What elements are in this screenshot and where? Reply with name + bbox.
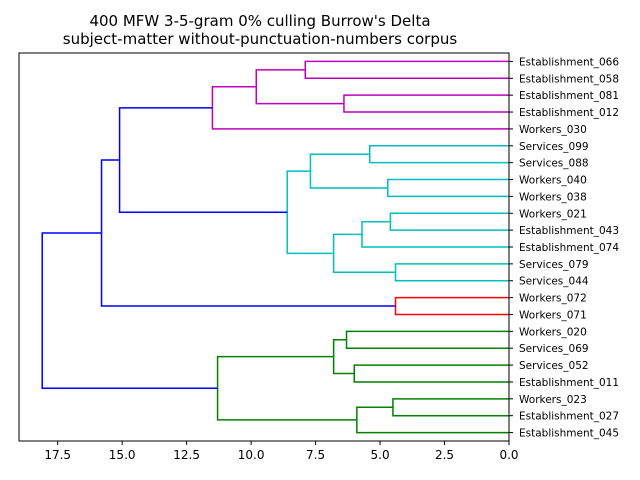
leaf-label: Services_044 <box>519 276 589 288</box>
dendrogram-link <box>387 178 509 198</box>
leaf-label: Establishment_027 <box>519 411 619 423</box>
dendrogram-link <box>356 406 509 434</box>
dendrogram-link <box>345 330 509 349</box>
dendrogram-links <box>41 60 509 434</box>
dendrogram-link <box>394 296 509 316</box>
dendrogram-link <box>255 69 344 105</box>
dendrogram-link <box>361 220 509 248</box>
dendrogram-link <box>286 170 334 255</box>
x-tick-label: 5.0 <box>371 448 390 462</box>
x-tick-label: 0.0 <box>499 448 518 462</box>
dendrogram-link <box>394 263 509 282</box>
leaf-label: Services_099 <box>519 141 589 153</box>
leaf-label: Workers_030 <box>519 124 587 136</box>
dendrogram-link <box>332 339 355 375</box>
dendrogram-link <box>118 107 288 213</box>
dendrogram-link <box>368 145 509 164</box>
x-tick-label: 12.5 <box>173 448 200 462</box>
leaf-label: Establishment_074 <box>519 242 619 254</box>
leaf-label: Workers_040 <box>519 175 587 187</box>
x-tick-label: 15.0 <box>109 448 136 462</box>
chart-title: 400 MFW 3-5-gram 0% culling Burrow's Del… <box>89 12 431 30</box>
leaf-label: Services_088 <box>519 158 589 170</box>
dendrogram-link <box>41 232 218 390</box>
dendrogram-link <box>392 398 509 417</box>
dendrogram-link <box>100 159 396 307</box>
leaf-label: Establishment_066 <box>519 56 619 68</box>
dendrogram-link <box>389 212 509 231</box>
leaf-label: Establishment_011 <box>519 377 619 389</box>
dendrogram-link <box>304 60 509 80</box>
leaf-label: Services_079 <box>519 259 589 271</box>
leaf-label: Workers_023 <box>519 394 587 406</box>
dendrogram-link <box>216 355 357 421</box>
chart-subtitle: subject-matter without-punctuation-numbe… <box>62 30 458 48</box>
leaf-label: Workers_021 <box>519 208 587 220</box>
dendrogram-link <box>343 94 509 113</box>
leaf-label: Services_069 <box>519 343 589 355</box>
leaf-label: Establishment_081 <box>519 90 619 102</box>
x-tick-label: 10.0 <box>238 448 265 462</box>
leaf-label: Workers_038 <box>519 191 587 203</box>
y-axis: Establishment_066 Establishment_058 Establ… <box>509 56 619 440</box>
x-tick-label: 17.5 <box>44 448 71 462</box>
leaf-label: Establishment_058 <box>519 73 619 85</box>
leaf-label: Services_052 <box>519 360 589 372</box>
leaf-label: Establishment_043 <box>519 225 619 237</box>
x-tick-label: 7.5 <box>306 448 325 462</box>
leaf-label: Workers_072 <box>519 293 587 305</box>
leaf-label: Workers_020 <box>519 326 587 338</box>
x-axis: 17.5 15.0 12.5 10.0 7.5 5.0 2.5 0.0 <box>44 441 519 462</box>
dendrogram-link <box>353 364 509 383</box>
leaf-label: Establishment_012 <box>519 107 619 119</box>
leaf-label: Establishment_045 <box>519 428 619 440</box>
leaf-label: Workers_071 <box>519 309 587 321</box>
dendrogram-link <box>309 153 388 189</box>
x-tick-label: 2.5 <box>435 448 454 462</box>
dendrogram-link <box>332 233 396 274</box>
